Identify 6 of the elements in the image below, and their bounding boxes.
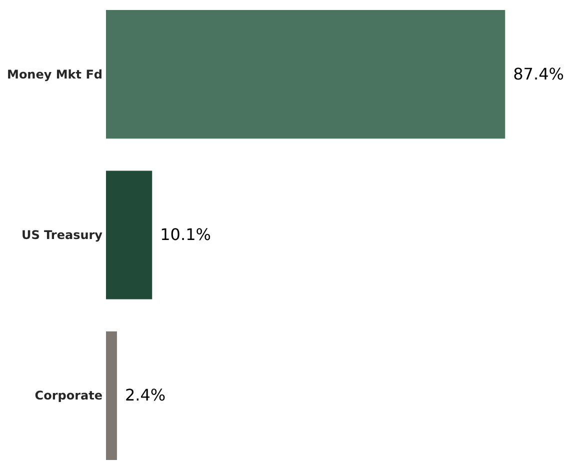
y-tick-label: Money Mkt Fd [7,67,102,82]
data-label: 2.4% [124,386,166,405]
y-tick-label: US Treasury [21,228,103,242]
data-label: 10.1% [160,225,211,244]
data-label: 87.4% [513,64,564,84]
y-tick-label: Corporate [34,388,102,403]
